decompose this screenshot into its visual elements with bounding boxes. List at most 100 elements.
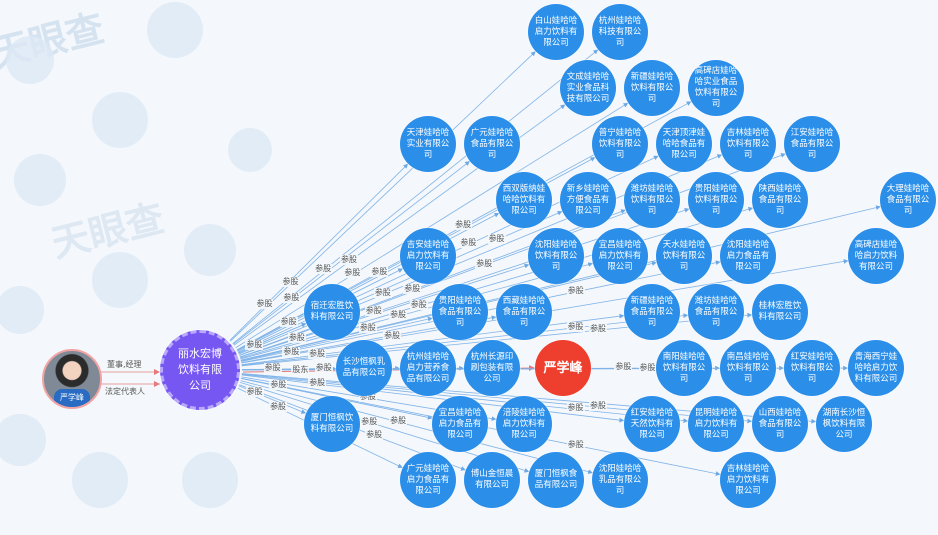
avatar-shirt bbox=[54, 389, 90, 407]
edge-label: 参股 bbox=[339, 255, 358, 265]
background-node bbox=[6, 36, 54, 84]
edge-label: 参股 bbox=[566, 403, 585, 414]
edge-label: 参股 bbox=[287, 332, 306, 343]
edge-label: 参股 bbox=[360, 416, 379, 427]
edge-label: 参股 bbox=[358, 323, 377, 334]
edge-invest bbox=[241, 374, 625, 423]
company-node[interactable]: 西藏娃哈哈食品有限公司 bbox=[496, 284, 552, 340]
edge-invest bbox=[232, 160, 471, 345]
edge-invest bbox=[240, 380, 594, 475]
company-node[interactable]: 红安娃哈哈天然饮料有限公司 bbox=[624, 396, 680, 452]
company-node[interactable]: 大理娃哈哈食品有限公司 bbox=[880, 172, 936, 228]
company-node[interactable]: 厦门恒枫饮料有限公司 bbox=[304, 396, 360, 452]
edge-label: 参股 bbox=[343, 268, 362, 279]
company-node[interactable]: 宜昌娃哈哈启力食品有限公司 bbox=[432, 396, 488, 452]
company-node[interactable]: 杭州娃哈哈启力营养食品有限公司 bbox=[400, 340, 456, 396]
company-node[interactable]: 青海西宁娃哈哈启力饮料有限公司 bbox=[848, 340, 904, 396]
company-node[interactable]: 贵阳娃哈哈食品有限公司 bbox=[432, 284, 488, 340]
edge-label: 参股 bbox=[373, 288, 392, 299]
edge-label: 参股 bbox=[308, 348, 327, 359]
background-node bbox=[14, 154, 66, 206]
company-node[interactable]: 陕西娃哈哈食品有限公司 bbox=[752, 172, 808, 228]
background-node bbox=[147, 2, 203, 58]
edge-label: 参股 bbox=[383, 331, 402, 342]
edge-invest bbox=[230, 50, 536, 342]
company-node[interactable]: 西双版纳娃哈哈饮料有限公司 bbox=[496, 172, 552, 228]
company-node[interactable]: 吉林娃哈哈饮料有限公司 bbox=[720, 116, 776, 172]
background-node bbox=[182, 452, 238, 508]
company-node[interactable]: 宜昌娃哈哈启力饮料有限公司 bbox=[592, 228, 648, 284]
company-node[interactable]: 天水娃哈哈饮料有限公司 bbox=[656, 228, 712, 284]
edge-label: 参股 bbox=[282, 292, 301, 303]
company-node[interactable]: 厦门恒枫食品有限公司 bbox=[528, 452, 584, 508]
company-node[interactable]: 文成娃哈哈实业食品科技有限公司 bbox=[560, 60, 616, 116]
company-node[interactable]: 广元娃哈哈食品有限公司 bbox=[464, 116, 520, 172]
company-node[interactable]: 吉林娃哈哈启力饮料有限公司 bbox=[720, 452, 776, 508]
edge-invest bbox=[237, 212, 500, 351]
company-node[interactable]: 普宁娃哈哈饮料有限公司 bbox=[592, 116, 648, 172]
edge-label: 参股 bbox=[358, 392, 377, 403]
person-avatar[interactable]: 严学峰 bbox=[42, 349, 102, 409]
edge-label: 参股 bbox=[389, 309, 408, 320]
company-node[interactable]: 白山娃哈哈启力饮料有限公司 bbox=[528, 4, 584, 60]
company-node[interactable]: 天津顶津娃哈哈食品有限公司 bbox=[656, 116, 712, 172]
edge-label: 参股 bbox=[365, 430, 384, 440]
company-node[interactable]: 江安娃哈哈食品有限公司 bbox=[784, 116, 840, 172]
company-node[interactable]: 桂林宏胜饮料有限公司 bbox=[752, 284, 808, 340]
edge-label: 参股 bbox=[389, 416, 408, 427]
relation-label: 董事,经理 bbox=[106, 360, 143, 370]
edge-label: 参股 bbox=[403, 283, 422, 294]
edge-invest bbox=[229, 163, 409, 341]
edge-label: 参股 bbox=[589, 401, 608, 412]
edge-label: 参股 bbox=[487, 233, 506, 244]
company-node[interactable]: 天津娃哈哈实业有限公司 bbox=[400, 116, 456, 172]
company-node[interactable]: 宿迁宏胜饮料有限公司 bbox=[304, 284, 360, 340]
company-node[interactable]: 沈阳娃哈哈乳品有限公司 bbox=[592, 452, 648, 508]
company-node[interactable]: 贵阳娃哈哈饮料有限公司 bbox=[688, 172, 744, 228]
edge-label: 参股 bbox=[314, 264, 333, 275]
avatar-name: 严学峰 bbox=[60, 393, 84, 402]
company-node[interactable]: 红安娃哈哈饮料有限公司 bbox=[784, 340, 840, 396]
company-node[interactable]: 南昌娃哈哈饮料有限公司 bbox=[720, 340, 776, 396]
highlight-person-node[interactable]: 严学峰 bbox=[535, 340, 591, 396]
relation-label: 法定代表人 bbox=[104, 387, 146, 397]
company-node[interactable]: 湖南长沙恒枫饮料有限公司 bbox=[816, 396, 872, 452]
company-node[interactable]: 新疆娃哈哈食品有限公司 bbox=[624, 284, 680, 340]
company-node[interactable]: 潍坊娃哈哈食品有限公司 bbox=[688, 284, 744, 340]
center-company-node[interactable]: 丽水宏博饮料有限公司 bbox=[160, 330, 240, 410]
company-node[interactable]: 广元娃哈哈启力食品有限公司 bbox=[400, 452, 456, 508]
company-node[interactable]: 涪陵娃哈哈启力饮料有限公司 bbox=[496, 396, 552, 452]
edge-label: 参股 bbox=[263, 363, 282, 374]
edge-label: 参股 bbox=[370, 266, 389, 277]
company-node[interactable]: 杭州娃哈哈科技有限公司 bbox=[592, 4, 648, 60]
edge-label: 参股 bbox=[279, 316, 298, 327]
edge-label: 参股 bbox=[566, 321, 585, 332]
company-node[interactable]: 杭州长源印刷包装有限公司 bbox=[464, 340, 520, 396]
edge-label: 参股 bbox=[281, 277, 300, 288]
edge-label: 参股 bbox=[255, 299, 274, 310]
company-node[interactable]: 长沙恒枫乳品有限公司 bbox=[336, 340, 392, 396]
company-node[interactable]: 新疆娃哈哈饮料有限公司 bbox=[624, 60, 680, 116]
company-node[interactable]: 沈阳娃哈哈饮料有限公司 bbox=[528, 228, 584, 284]
company-node[interactable]: 潍坊娃哈哈饮料有限公司 bbox=[624, 172, 680, 228]
edge-label: 参股 bbox=[245, 339, 264, 350]
edge-label: 参股 bbox=[614, 362, 633, 373]
company-node[interactable]: 山西娃哈哈食品有限公司 bbox=[752, 396, 808, 452]
background-node bbox=[72, 452, 128, 508]
company-node[interactable]: 沈阳娃哈哈启力食品有限公司 bbox=[720, 228, 776, 284]
company-node[interactable]: 高碑店娃哈哈实业食品饮料有限公司 bbox=[688, 60, 744, 116]
company-node[interactable]: 南阳娃哈哈饮料有限公司 bbox=[656, 340, 712, 396]
edge-label: 参股 bbox=[409, 299, 428, 310]
edge-invest bbox=[235, 102, 629, 349]
background-node bbox=[92, 252, 148, 308]
edge-label: 参股 bbox=[269, 402, 288, 413]
edge-label: 股东 bbox=[291, 365, 310, 376]
company-node[interactable]: 新乡娃哈哈方便食品有限公司 bbox=[560, 172, 616, 228]
company-node[interactable]: 吉安娃哈哈启力饮料有限公司 bbox=[400, 228, 456, 284]
company-node[interactable]: 高碑店娃哈哈启力饮料有限公司 bbox=[848, 228, 904, 284]
company-node[interactable]: 博山金恒晨有限公司 bbox=[464, 452, 520, 508]
background-node bbox=[92, 92, 148, 148]
company-node[interactable]: 昆明娃哈哈启力饮料有限公司 bbox=[688, 396, 744, 452]
